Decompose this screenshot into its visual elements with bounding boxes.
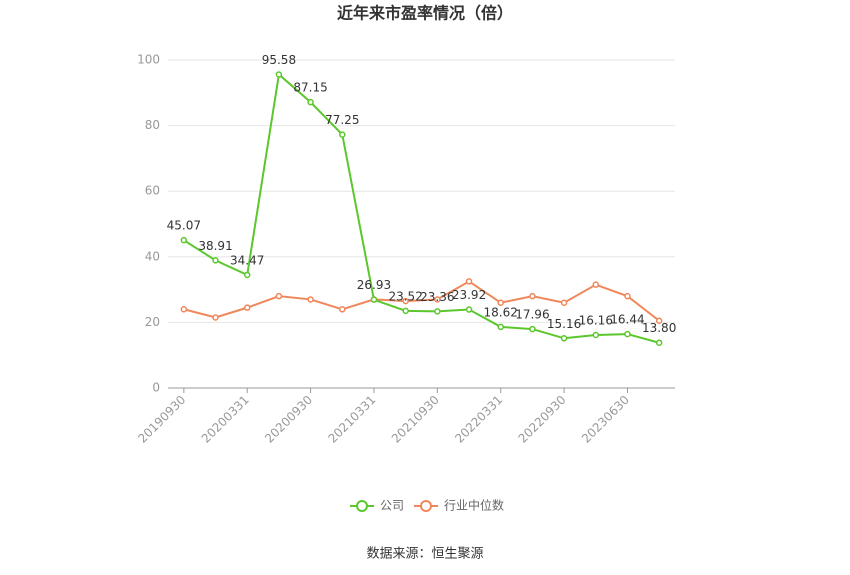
y-tick-label: 60 — [145, 184, 160, 198]
data-label: 87.15 — [293, 81, 327, 95]
point — [243, 271, 251, 279]
data-label: 16.44 — [610, 313, 644, 327]
legend-label: 行业中位数 — [444, 498, 504, 513]
point — [370, 296, 378, 303]
chart-title: 近年来市盈率情况（倍） — [337, 4, 513, 23]
point — [497, 299, 504, 306]
data-label: 15.16 — [547, 317, 581, 331]
legend-label: 公司 — [380, 499, 404, 513]
data-label: 23.52 — [388, 289, 422, 303]
x-tick-label: 20190930 — [135, 393, 188, 446]
point — [497, 323, 504, 331]
source: 数据来源：恒生聚源 — [366, 547, 483, 562]
point — [243, 304, 251, 311]
point — [592, 331, 600, 339]
data-label: 34.47 — [230, 253, 264, 267]
point — [180, 306, 188, 313]
data-label: 77.25 — [325, 113, 359, 127]
data-label: 16.16 — [579, 313, 613, 327]
series-line — [183, 280, 660, 322]
data-label: 17.96 — [515, 308, 549, 322]
y-tick-label: 80 — [145, 118, 160, 132]
point — [465, 306, 473, 313]
y-tick-label: 100 — [137, 53, 160, 67]
point — [592, 281, 600, 288]
point — [624, 292, 631, 300]
x-tick-label: 20200331 — [199, 393, 252, 446]
x-tick-label: 20210930 — [389, 393, 442, 446]
point — [275, 292, 283, 300]
data-label: 18.62 — [484, 305, 518, 319]
point — [339, 306, 346, 313]
series-line — [183, 72, 660, 344]
point — [402, 297, 409, 305]
y-tick-label: 20 — [145, 315, 160, 329]
data-label: 38.91 — [198, 239, 232, 253]
data-label: 23.36 — [420, 290, 454, 304]
point — [529, 292, 536, 300]
point — [655, 317, 663, 325]
point — [339, 131, 346, 138]
y-tick-label: 40 — [145, 249, 160, 263]
data-label: 95.58 — [262, 53, 296, 67]
point — [402, 307, 409, 315]
x-tick-label: 20230630 — [579, 393, 632, 446]
point — [434, 296, 441, 303]
data-label: 13.80 — [642, 321, 676, 335]
point — [560, 335, 568, 342]
point — [307, 296, 314, 303]
x-tick-label: 20220331 — [452, 393, 505, 446]
point — [465, 278, 473, 285]
data-label: 26.93 — [357, 278, 391, 292]
point — [212, 257, 219, 264]
point — [180, 236, 188, 244]
point — [624, 330, 631, 338]
legend-marker — [356, 500, 368, 512]
data-label: 45.07 — [167, 219, 201, 233]
point — [655, 339, 663, 346]
data-label: 23.92 — [452, 288, 486, 302]
point — [212, 314, 219, 321]
point — [434, 308, 441, 315]
point — [560, 299, 568, 306]
point — [307, 98, 314, 106]
point — [275, 71, 283, 78]
x-tick-label: 20200930 — [262, 393, 315, 446]
x-tick-label: 20220930 — [516, 393, 569, 446]
legend-marker — [420, 500, 432, 512]
y-tick-label: 0 — [152, 381, 160, 395]
x-tick-label: 20210331 — [325, 393, 378, 446]
point — [529, 325, 536, 333]
